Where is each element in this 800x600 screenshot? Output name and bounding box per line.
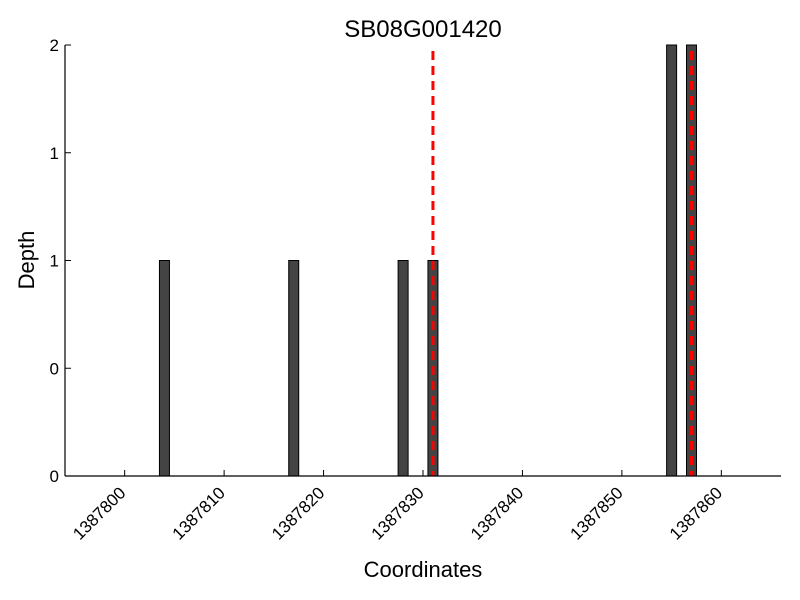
reference-lines-layer bbox=[431, 51, 693, 476]
x-tick-label-0: 1387800 bbox=[69, 483, 129, 543]
x-ticks-layer: 1387800 1387810 1387820 1387830 1387840 13878… bbox=[69, 470, 726, 544]
bar-0 bbox=[158, 260, 170, 477]
bars-layer bbox=[158, 44, 697, 477]
x-tick-label-4: 1387840 bbox=[467, 483, 527, 543]
y-tick-label-0: 0 bbox=[50, 467, 59, 486]
y-axis-title: Depth bbox=[14, 231, 39, 290]
y-tick-label-4: 2 bbox=[50, 36, 59, 55]
x-tick-label-6: 1387860 bbox=[666, 483, 726, 543]
x-tick-label-5: 1387850 bbox=[566, 483, 626, 543]
y-tick-label-3: 1 bbox=[50, 144, 59, 163]
x-tick-label-2: 1387820 bbox=[268, 483, 328, 543]
x-axis-title: Coordinates bbox=[364, 557, 483, 582]
bar-2 bbox=[397, 260, 409, 477]
y-ticks-layer: 0 0 1 1 2 bbox=[50, 36, 71, 486]
bar-1 bbox=[288, 260, 300, 477]
y-tick-label-1: 0 bbox=[50, 359, 59, 378]
chart-title: SB08G001420 bbox=[344, 16, 501, 43]
x-tick-label-1: 1387810 bbox=[169, 483, 229, 543]
y-tick-label-2: 1 bbox=[50, 252, 59, 271]
bar-4 bbox=[666, 44, 678, 477]
x-tick-label-3: 1387830 bbox=[368, 483, 428, 543]
